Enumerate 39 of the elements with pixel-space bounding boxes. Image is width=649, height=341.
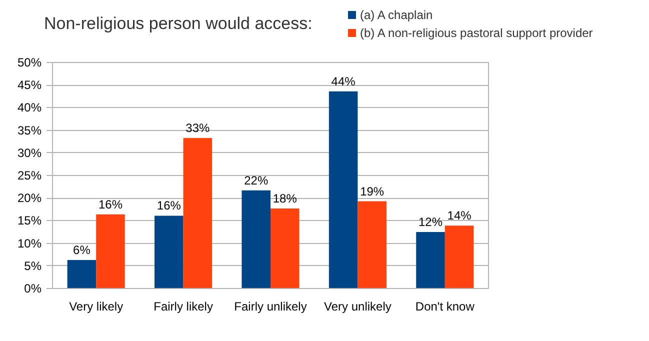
bar [67,260,96,288]
bar [270,208,300,288]
legend-label: (b) A non-religious pastoral support provider [360,26,593,40]
data-label: 16% [156,198,182,213]
legend-label: (a) A chaplain [360,8,433,22]
bar [242,190,270,288]
bar [328,91,358,288]
x-tick-label: Fairly unlikely [234,300,307,314]
y-tick-label: 5% [24,258,42,273]
y-tick-label: 20% [17,191,42,206]
bar [444,226,474,288]
data-label: 18% [272,191,298,206]
x-tick-label: Very likely [69,300,124,314]
y-tick-label: 10% [17,236,42,250]
bar [416,232,445,288]
y-tick-label: 45% [17,78,42,92]
y-tick-label: 25% [17,168,42,182]
data-label: 33% [186,120,210,135]
bar [96,214,125,288]
y-tick-label: 35% [17,123,42,138]
y-tick-label: 0% [24,282,42,296]
data-label: 22% [244,173,268,188]
y-tick-label: 40% [17,100,42,115]
data-label: 16% [98,197,123,212]
bar [183,138,212,288]
data-label: 6% [73,243,91,258]
y-tick-label: 30% [17,146,42,160]
x-tick-label: Don't know [415,300,475,314]
data-label: 19% [360,184,384,198]
y-tick-label: 15% [17,214,42,228]
chart-title: Non-religious person would access: [44,14,312,34]
data-label: 44% [331,74,356,88]
x-tick-label: Very unlikely [324,300,392,314]
data-label: 14% [447,208,472,223]
x-tick-label: Fairly likely [154,300,213,314]
data-label: 12% [418,215,443,229]
bar [154,216,184,288]
bar [358,201,386,288]
y-tick-label: 50% [17,56,42,70]
